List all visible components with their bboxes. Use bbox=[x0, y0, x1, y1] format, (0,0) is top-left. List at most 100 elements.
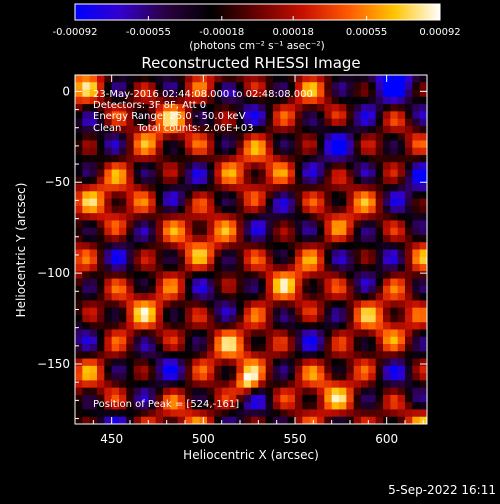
colorbar-tick-label: 0.00018 bbox=[273, 27, 314, 38]
heatmap-cell bbox=[397, 162, 406, 170]
heatmap-cell bbox=[236, 82, 245, 90]
heatmap-cell bbox=[148, 191, 157, 199]
heatmap-cell bbox=[133, 380, 142, 389]
heatmap-cell bbox=[331, 249, 340, 258]
heatmap-cell bbox=[155, 242, 164, 250]
heatmap-cell bbox=[185, 242, 193, 250]
heatmap-cell bbox=[397, 394, 406, 403]
heatmap-cell bbox=[199, 329, 208, 338]
heatmap-cell bbox=[280, 75, 289, 83]
heatmap-cell bbox=[155, 227, 164, 236]
heatmap-cell bbox=[412, 365, 421, 374]
heatmap-cell bbox=[368, 380, 377, 389]
heatmap-cell bbox=[192, 285, 201, 294]
heatmap-cell bbox=[317, 184, 325, 192]
heatmap-cell bbox=[390, 125, 399, 134]
heatmap-cell bbox=[221, 365, 230, 374]
heatmap-cell bbox=[390, 96, 399, 105]
heatmap-cell bbox=[280, 380, 289, 389]
heatmap-cell bbox=[141, 293, 149, 301]
heatmap-cell bbox=[361, 169, 369, 178]
heatmap-cell bbox=[368, 176, 377, 185]
heatmap-cell bbox=[89, 293, 98, 301]
heatmap-cell bbox=[375, 213, 384, 221]
heatmap-cell bbox=[317, 264, 325, 272]
heatmap-cell bbox=[221, 402, 230, 410]
heatmap-cell bbox=[89, 285, 98, 294]
heatmap-cell bbox=[185, 198, 193, 207]
heatmap-cell bbox=[148, 256, 157, 265]
heatmap-cell bbox=[141, 104, 149, 112]
heatmap-cell bbox=[104, 220, 113, 229]
heatmap-cell bbox=[163, 242, 171, 250]
heatmap-cell bbox=[383, 314, 391, 323]
heatmap-cell bbox=[346, 249, 355, 258]
heatmap-cell bbox=[346, 154, 355, 163]
heatmap-cell bbox=[251, 271, 259, 279]
heatmap-cell bbox=[185, 147, 193, 156]
heatmap-cell bbox=[397, 75, 406, 83]
heatmap-cell bbox=[89, 402, 98, 410]
heatmap-cell bbox=[243, 118, 252, 127]
heatmap-cell bbox=[258, 329, 267, 338]
heatmap-cell bbox=[390, 213, 399, 221]
heatmap-cell bbox=[251, 387, 259, 396]
heatmap-cell bbox=[133, 154, 142, 163]
heatmap-cell bbox=[419, 169, 427, 178]
heatmap-cell bbox=[89, 322, 98, 330]
heatmap-cell bbox=[243, 198, 252, 207]
heatmap-cell bbox=[251, 322, 259, 330]
heatmap-cell bbox=[412, 278, 421, 287]
heatmap-cell bbox=[265, 285, 274, 294]
heatmap-cell bbox=[221, 205, 230, 214]
heatmap-cell bbox=[317, 133, 325, 141]
heatmap-cell bbox=[280, 264, 289, 272]
heatmap-cell bbox=[287, 416, 296, 424]
heatmap-cell bbox=[221, 227, 230, 236]
heatmap-cell bbox=[89, 380, 98, 389]
heatmap-cell bbox=[82, 191, 91, 199]
heatmap-cell bbox=[243, 271, 252, 279]
heatmap-cell bbox=[361, 329, 369, 338]
heatmap-cell bbox=[375, 358, 384, 367]
heatmap-cell bbox=[170, 205, 179, 214]
heatmap-cell bbox=[192, 307, 201, 316]
heatmap-cell bbox=[148, 133, 157, 141]
heatmap-cell bbox=[258, 293, 267, 301]
heatmap-cell bbox=[419, 249, 427, 258]
heatmap-cell bbox=[243, 111, 252, 120]
heatmap-cell bbox=[265, 234, 274, 243]
heatmap-cell bbox=[104, 75, 113, 83]
heatmap-cell bbox=[295, 82, 303, 90]
heatmap-cell bbox=[214, 314, 223, 323]
heatmap-cell bbox=[82, 365, 91, 374]
heatmap-cell bbox=[141, 140, 149, 149]
heatmap-cell bbox=[75, 409, 83, 418]
heatmap-cell bbox=[383, 162, 391, 170]
heatmap-cell bbox=[339, 82, 347, 90]
heatmap-cell bbox=[155, 278, 164, 287]
heatmap-cell bbox=[397, 96, 406, 105]
heatmap-cell bbox=[170, 191, 179, 199]
heatmap-cell bbox=[104, 242, 113, 250]
heatmap-cell bbox=[199, 278, 208, 287]
heatmap-cell bbox=[133, 96, 142, 105]
heatmap-cell bbox=[155, 118, 164, 127]
heatmap-cell bbox=[221, 387, 230, 396]
heatmap-cell bbox=[221, 89, 230, 98]
heatmap-cell bbox=[317, 162, 325, 170]
heatmap-cell bbox=[207, 89, 215, 98]
heatmap-cell bbox=[353, 278, 362, 287]
heatmap-cell bbox=[221, 220, 230, 229]
heatmap-cell bbox=[419, 89, 427, 98]
heatmap-cell bbox=[126, 75, 135, 83]
heatmap-cell bbox=[170, 125, 179, 134]
heatmap-cell bbox=[353, 380, 362, 389]
heatmap-cell bbox=[331, 176, 340, 185]
heatmap-cell bbox=[185, 409, 193, 418]
heatmap-cell bbox=[221, 351, 230, 359]
heatmap-cell bbox=[111, 307, 120, 316]
heatmap-cell bbox=[126, 264, 135, 272]
heatmap-cell bbox=[126, 358, 135, 367]
heatmap-cell bbox=[236, 373, 245, 381]
